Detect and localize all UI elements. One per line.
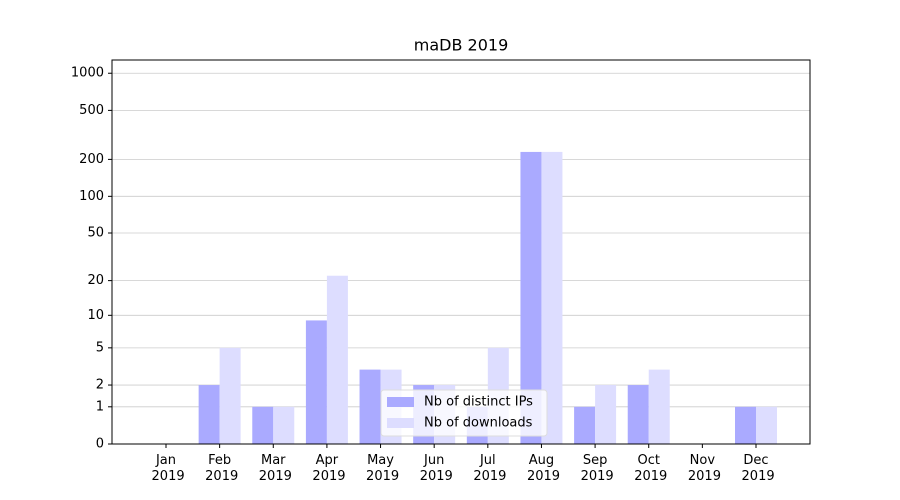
x-tick-label: Aug 2019 bbox=[523, 453, 560, 484]
legend-label: Nb of distinct IPs bbox=[424, 395, 533, 410]
legend-box bbox=[380, 389, 548, 437]
y-tick-label: 2 bbox=[96, 378, 104, 393]
bar bbox=[273, 406, 295, 444]
legend-label: Nb of downloads bbox=[424, 416, 533, 431]
x-tick-label: Jan 2019 bbox=[147, 453, 184, 484]
x-tick-label: Feb 2019 bbox=[201, 453, 238, 484]
y-tick-label: 100 bbox=[79, 189, 104, 204]
y-tick-label: 5 bbox=[96, 340, 104, 355]
bar bbox=[627, 385, 649, 444]
plot-frame bbox=[111, 59, 811, 445]
x-tick-label: Apr 2019 bbox=[308, 453, 345, 484]
x-tick-label: Oct 2019 bbox=[630, 453, 667, 484]
bar bbox=[756, 406, 777, 444]
bar bbox=[252, 406, 274, 444]
x-tick-label: Sep 2019 bbox=[576, 453, 613, 484]
y-tick-label: 1000 bbox=[71, 66, 104, 81]
legend-swatch bbox=[387, 418, 414, 428]
y-tick-label: 10 bbox=[87, 308, 104, 323]
bar bbox=[305, 320, 327, 444]
bar bbox=[648, 369, 670, 444]
y-tick-label: 50 bbox=[87, 225, 104, 240]
y-tick-label: 500 bbox=[79, 103, 104, 118]
bar bbox=[359, 369, 381, 444]
bar bbox=[595, 385, 617, 444]
chart-title: maDB 2019 bbox=[414, 36, 509, 55]
y-tick-label: 0 bbox=[96, 437, 104, 452]
x-tick-label: Nov 2019 bbox=[684, 453, 721, 484]
bar bbox=[541, 151, 563, 444]
bar bbox=[520, 151, 542, 444]
bar bbox=[219, 347, 241, 444]
bar bbox=[326, 275, 348, 444]
x-tick-label: May 2019 bbox=[362, 453, 399, 484]
x-tick-label: Jun 2019 bbox=[416, 453, 453, 484]
x-tick-label: Jul 2019 bbox=[469, 453, 506, 484]
x-tick-label: Dec 2019 bbox=[737, 453, 774, 484]
y-tick-label: 1 bbox=[96, 399, 104, 414]
bar bbox=[735, 406, 756, 444]
legend-swatch bbox=[387, 397, 414, 407]
bar bbox=[198, 385, 220, 444]
y-tick-label: 20 bbox=[87, 273, 104, 288]
x-tick-label: Mar 2019 bbox=[255, 453, 292, 484]
y-tick-label: 200 bbox=[79, 152, 104, 167]
bar bbox=[574, 406, 596, 444]
